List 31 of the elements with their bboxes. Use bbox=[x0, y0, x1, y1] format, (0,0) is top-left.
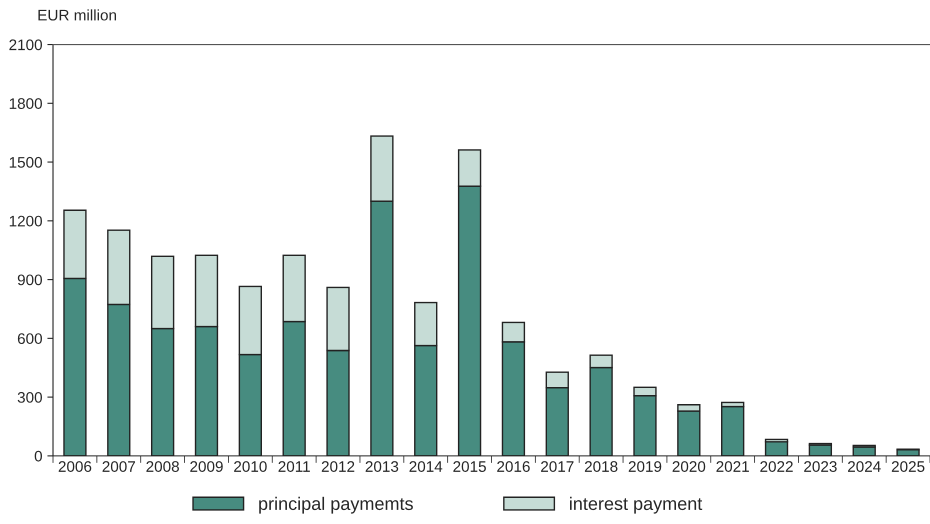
x-tick-label: 2020 bbox=[672, 461, 706, 472]
x-tick-label: 2015 bbox=[453, 461, 486, 472]
x-tick-label: 2012 bbox=[322, 461, 354, 472]
x-tick-label: 2011 bbox=[278, 461, 310, 472]
x-tick-label: 2023 bbox=[804, 461, 837, 472]
y-tick-label: 900 bbox=[18, 274, 42, 286]
x-tick-label: 2022 bbox=[760, 461, 793, 472]
x-tick-label: 2021 bbox=[716, 461, 749, 472]
x-tick-label: 2010 bbox=[234, 461, 267, 472]
x-tick-label: 2009 bbox=[190, 461, 223, 472]
y-tick-label: 0 bbox=[34, 450, 42, 462]
y-tick-label: 1500 bbox=[10, 156, 42, 168]
legend-label: principal paymemts bbox=[259, 496, 413, 514]
y-tick-label: 1800 bbox=[10, 98, 42, 109]
y-tick-label: 2100 bbox=[9, 39, 42, 50]
x-tick-label: 2025 bbox=[892, 461, 924, 472]
y-axis-title: EUR million bbox=[38, 9, 116, 21]
x-tick-label: 2006 bbox=[58, 461, 92, 472]
x-tick-label: 2014 bbox=[410, 461, 442, 472]
x-tick-label: 2013 bbox=[366, 461, 398, 472]
y-tick-label: 600 bbox=[18, 333, 42, 344]
x-tick-label: 2007 bbox=[102, 461, 136, 472]
legend-label: interest payment bbox=[570, 496, 702, 514]
x-tick-label: 2018 bbox=[584, 461, 618, 472]
y-tick-label: 300 bbox=[18, 392, 42, 403]
y-tick-label: 1200 bbox=[10, 216, 42, 227]
x-tick-label: 2016 bbox=[497, 461, 530, 472]
x-tick-label: 2024 bbox=[848, 461, 881, 472]
x-tick-label: 2019 bbox=[628, 461, 662, 472]
x-tick-label: 2017 bbox=[541, 461, 574, 472]
x-tick-label: 2008 bbox=[146, 461, 179, 472]
